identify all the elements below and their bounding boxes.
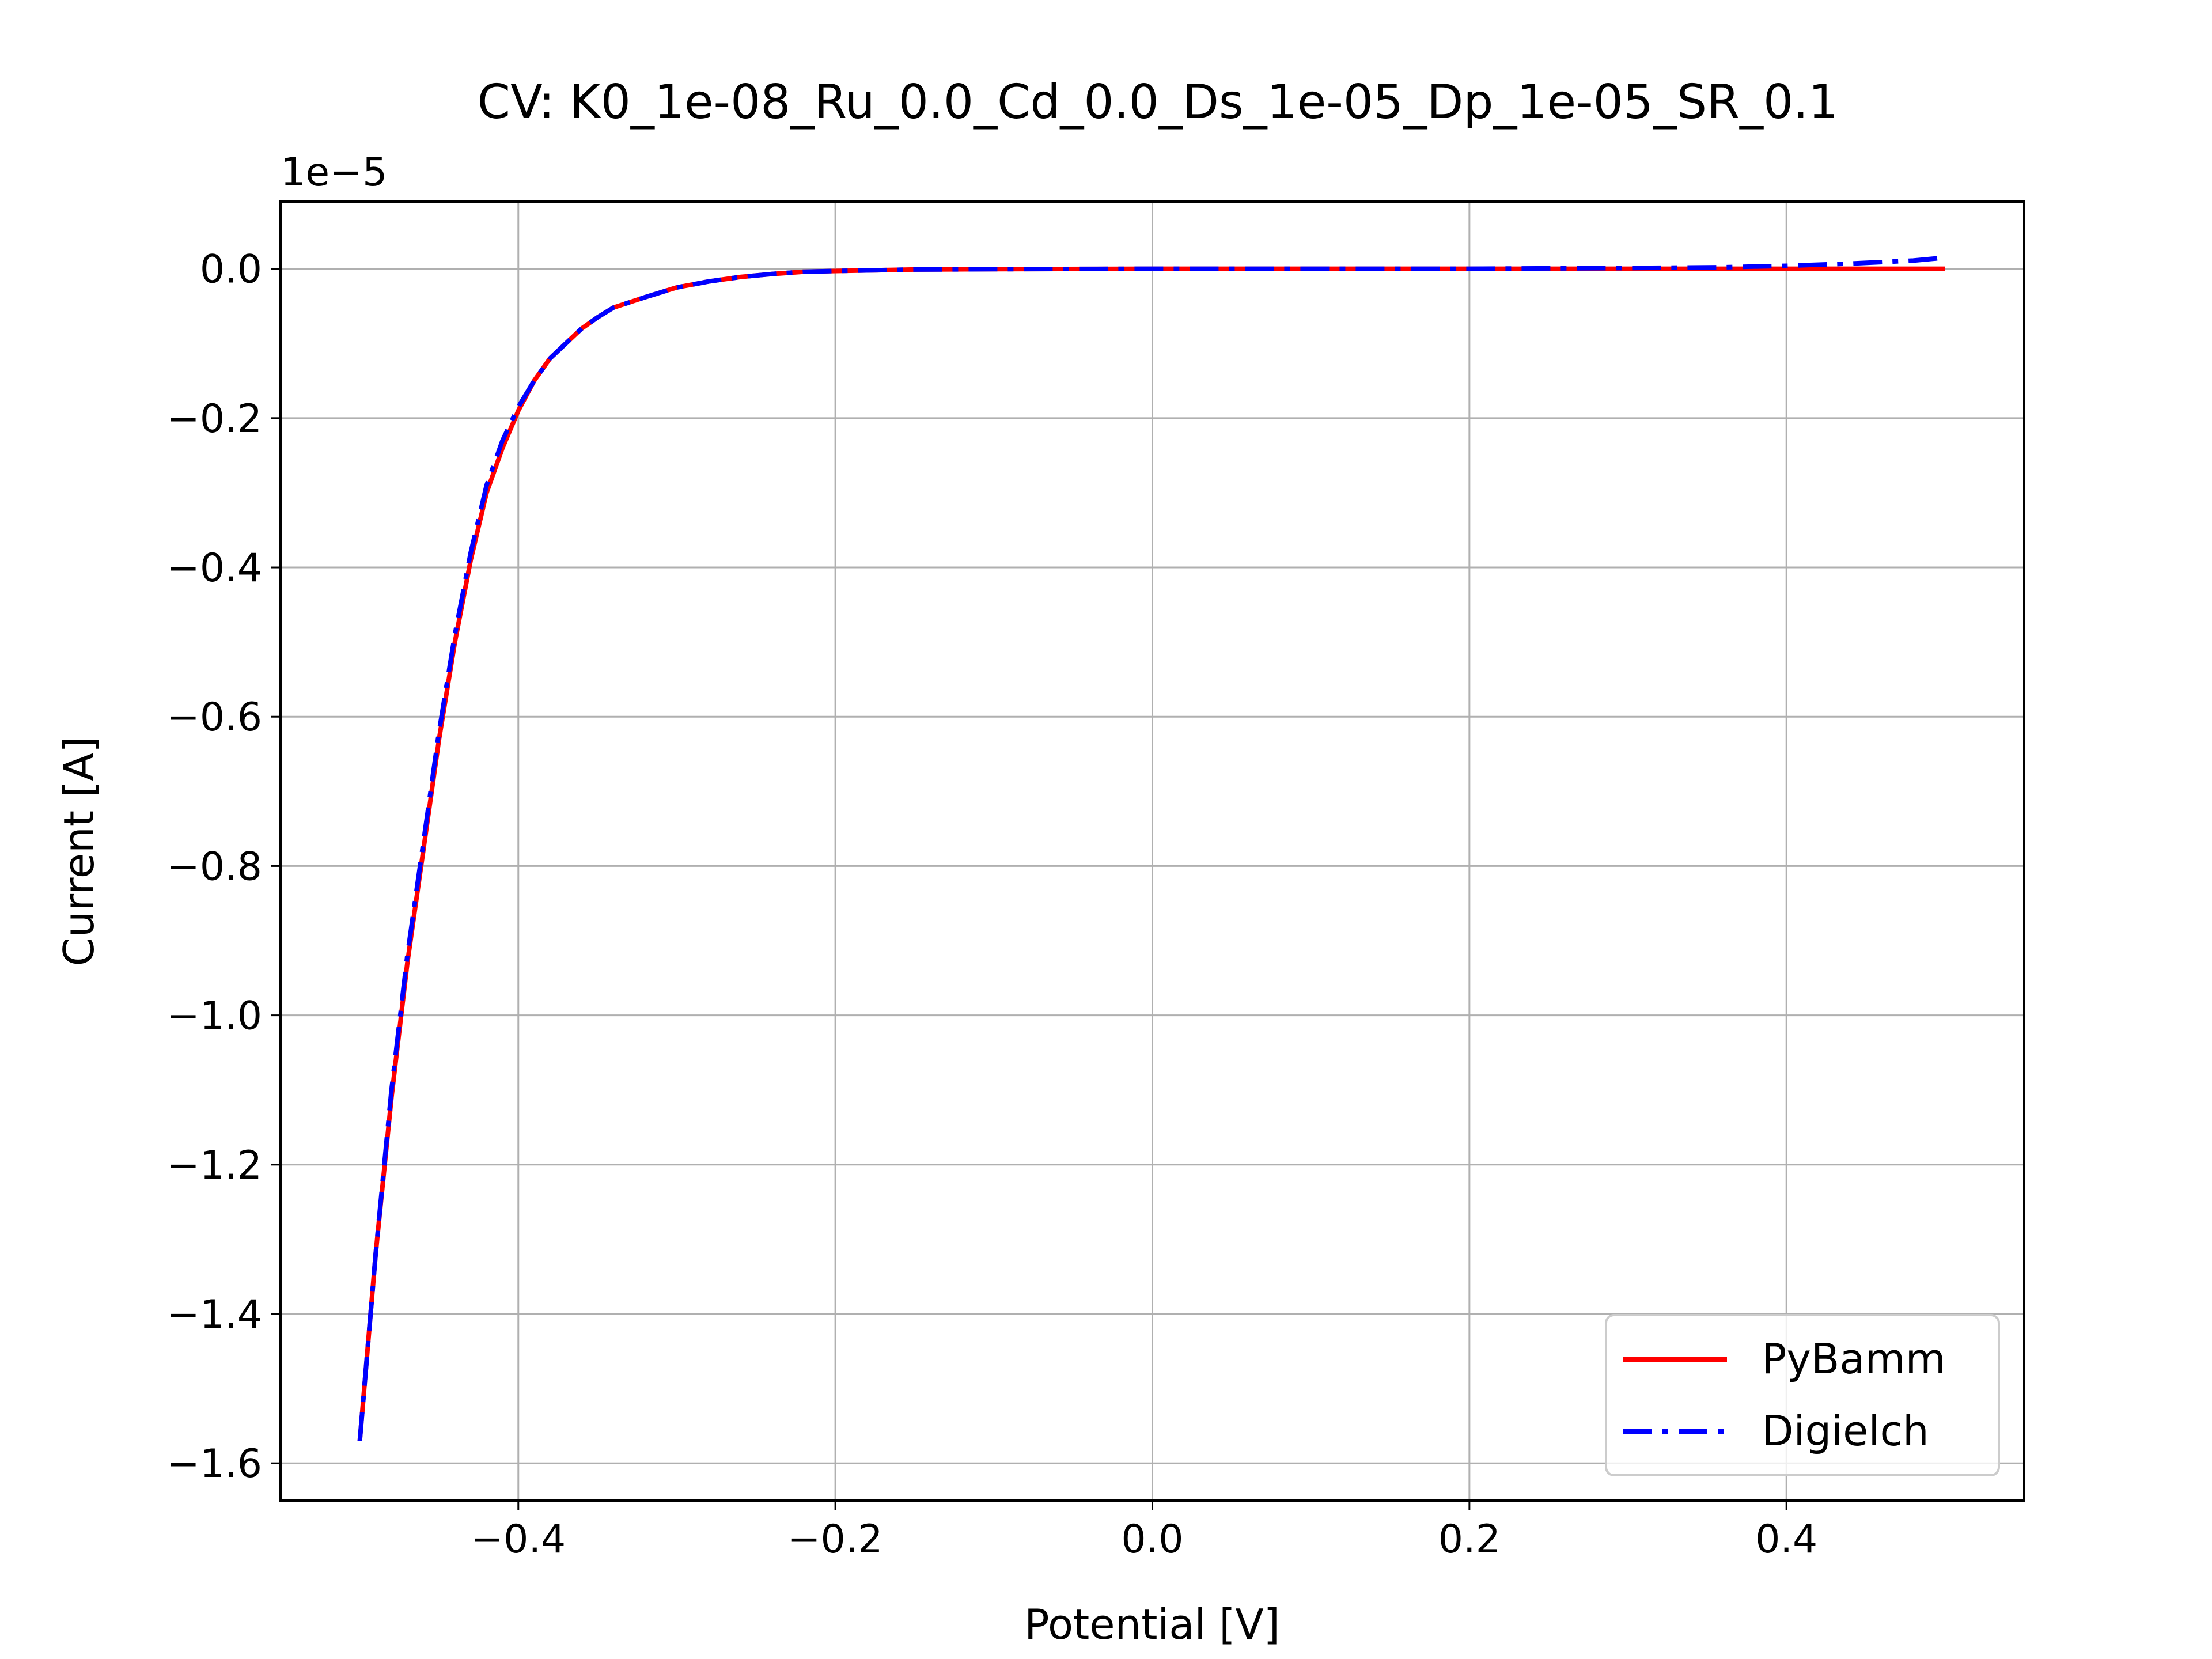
y-tick-label: −0.2	[167, 396, 262, 442]
x-tick-label: −0.4	[471, 1517, 566, 1562]
x-axis-label: Potential [V]	[1024, 1600, 1280, 1649]
legend-label-digielch: Digielch	[1762, 1407, 1929, 1455]
legend-label-pybamm: PyBamm	[1762, 1335, 1946, 1383]
y-tick-label: −0.8	[167, 844, 262, 889]
y-tick-label: −1.4	[167, 1292, 262, 1338]
y-tick-label: −1.2	[167, 1143, 262, 1188]
ticks: −0.4 −0.2 0.0 0.2 0.4 0.0 −0.2 −0.4 −0.6 −0.8 −1.0…	[167, 247, 1817, 1562]
y-tick-label: −0.6	[167, 695, 262, 740]
y-tick-label: −1.6	[167, 1441, 262, 1487]
y-tick-label: −0.4	[167, 546, 262, 591]
chart-title: CV: K0_1e-08_Ru_0.0_Cd_0.0_Ds_1e-05_Dp_1…	[478, 75, 1839, 130]
legend-box	[1605, 1314, 2000, 1476]
y-tick-label: −1.0	[167, 994, 262, 1039]
series-line-digielch	[357, 255, 1945, 1441]
x-tick-label: 0.4	[1755, 1517, 1817, 1562]
x-tick-label: 0.2	[1438, 1517, 1501, 1562]
x-tick-label: 0.0	[1121, 1517, 1183, 1562]
y-offset-label: 1e−5	[281, 150, 387, 195]
legend: PyBamm Digielch	[1605, 1314, 2000, 1476]
y-axis-label: Current [A]	[55, 737, 103, 967]
series-group	[357, 255, 1945, 1441]
y-tick-label: 0.0	[200, 247, 262, 293]
grid	[281, 202, 2024, 1501]
x-tick-label: −0.2	[788, 1517, 883, 1562]
